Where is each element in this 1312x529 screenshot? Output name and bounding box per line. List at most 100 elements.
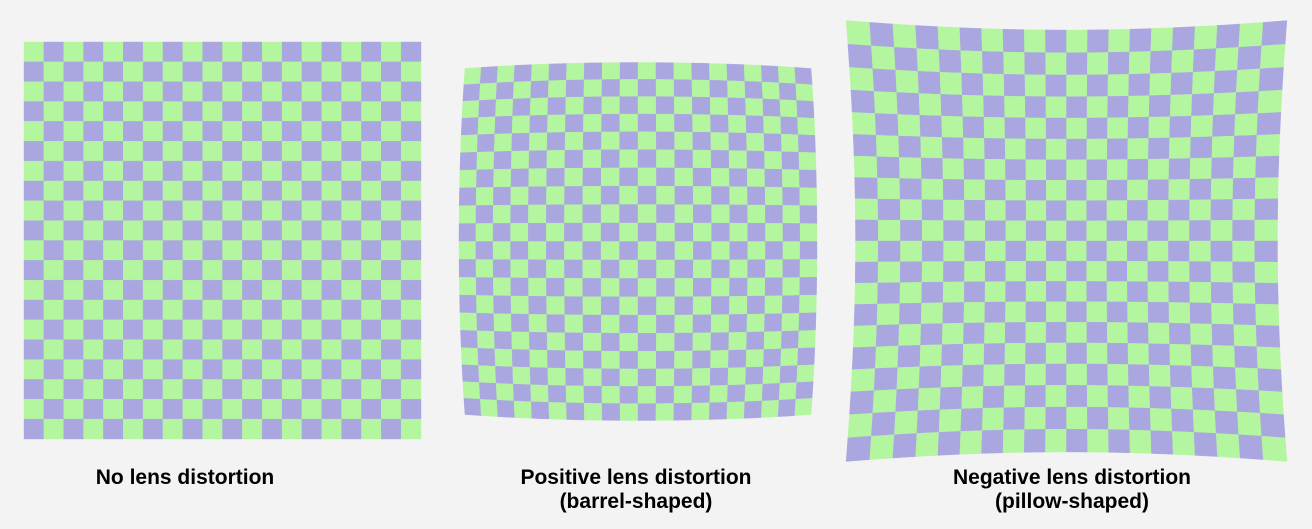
checker-cell (547, 367, 567, 386)
checker-cell (746, 313, 765, 333)
checker-cell (202, 81, 223, 102)
checker-cell (691, 79, 711, 98)
checker-cell (892, 23, 918, 49)
checker-cell (711, 204, 730, 224)
checker-cell (727, 97, 747, 116)
checker-cell (480, 399, 499, 417)
checker-cell (142, 319, 164, 340)
checker-cell (726, 63, 745, 82)
checker-cell (1005, 281, 1027, 303)
checker-cell (63, 141, 84, 162)
checker-cell (462, 83, 481, 102)
checker-cell (1086, 159, 1108, 181)
checker-cell (513, 400, 533, 419)
checker-cell (341, 141, 362, 162)
checker-cell (619, 386, 639, 404)
checker-cell (400, 41, 422, 63)
checker-cell (896, 366, 921, 390)
checker-cell (546, 186, 565, 206)
checker-cell (281, 41, 303, 63)
checker-cell (23, 359, 45, 380)
checker-cell (531, 401, 550, 420)
checker-cell (361, 160, 382, 182)
checker-cell (582, 204, 602, 224)
checker-cell (637, 296, 657, 316)
checker-cell (729, 186, 748, 206)
checker-cell (583, 350, 602, 369)
checker-cell (23, 379, 45, 400)
checker-cell (780, 133, 799, 153)
checker-cell (582, 278, 602, 297)
checker-cell (511, 331, 530, 351)
checker-cell (510, 204, 529, 224)
checker-cell (981, 28, 1004, 53)
checker-cell (727, 367, 747, 386)
checker-cell (281, 260, 303, 281)
checker-cell (1127, 138, 1149, 160)
checker-cell (1147, 301, 1170, 324)
checker-cell (63, 379, 84, 400)
checker-cell (301, 260, 322, 281)
checker-cell (637, 314, 657, 334)
checker-cell (202, 41, 223, 63)
checker-cell (1086, 220, 1108, 242)
checker-cell (361, 280, 382, 301)
checker-cell (162, 240, 184, 261)
checker-cell (63, 220, 84, 241)
checker-cell (341, 240, 362, 261)
checker-cell (1003, 407, 1026, 431)
checker-cell (1025, 138, 1047, 160)
checker-cell (281, 379, 303, 400)
checker-cell (381, 299, 402, 321)
checker-cell (693, 259, 712, 279)
checker-cell (361, 180, 382, 202)
checker-cell (1025, 117, 1047, 140)
checker-cell (1234, 113, 1259, 137)
checker-cell (510, 295, 530, 315)
checker-cell (600, 222, 620, 242)
checker-cell (23, 299, 45, 321)
checker-cell (1254, 282, 1279, 305)
checker-cell (601, 368, 621, 387)
checker-cell (281, 299, 303, 321)
checker-cell (919, 115, 943, 138)
checker-cell (123, 299, 144, 321)
checker-cell (459, 312, 478, 332)
checker-cell (1238, 22, 1264, 48)
checker-cell (528, 186, 547, 206)
checker-cell (1004, 342, 1026, 365)
checker-cell (984, 301, 1006, 324)
checker-cell (301, 418, 322, 440)
checker-cell (897, 114, 921, 137)
checker-cell (463, 67, 482, 85)
checker-cell (1147, 220, 1169, 242)
checker-cell (745, 366, 764, 385)
checker-cell (103, 180, 124, 202)
checker-cell (1256, 346, 1282, 370)
checker-cell (1210, 261, 1234, 283)
checker-cell (459, 187, 477, 206)
checker-cell (341, 359, 362, 380)
checker-cell (982, 73, 1005, 97)
checker-cell (939, 386, 963, 410)
checker-cell (63, 81, 84, 102)
checker-cell (321, 280, 342, 301)
checker-cell (1086, 117, 1108, 140)
checker-cell (1046, 180, 1067, 201)
checker-cell (301, 339, 322, 360)
checker-cell (460, 330, 479, 349)
checker-cell (984, 179, 1006, 201)
checker-cell (619, 403, 639, 421)
checker-cell (1025, 322, 1047, 344)
checker-cell (711, 241, 730, 261)
checker-cell (43, 260, 64, 281)
checker-cell (726, 401, 745, 420)
checker-cell (142, 180, 164, 202)
checker-cell (242, 260, 263, 281)
checker-cell (727, 384, 746, 403)
checker-cell (583, 62, 603, 81)
checker-cell (1087, 429, 1109, 453)
checker-cell (242, 121, 263, 142)
label-positive-distortion: Positive lens distortion (barrel-shaped) (436, 466, 836, 514)
checker-cell (795, 83, 814, 102)
